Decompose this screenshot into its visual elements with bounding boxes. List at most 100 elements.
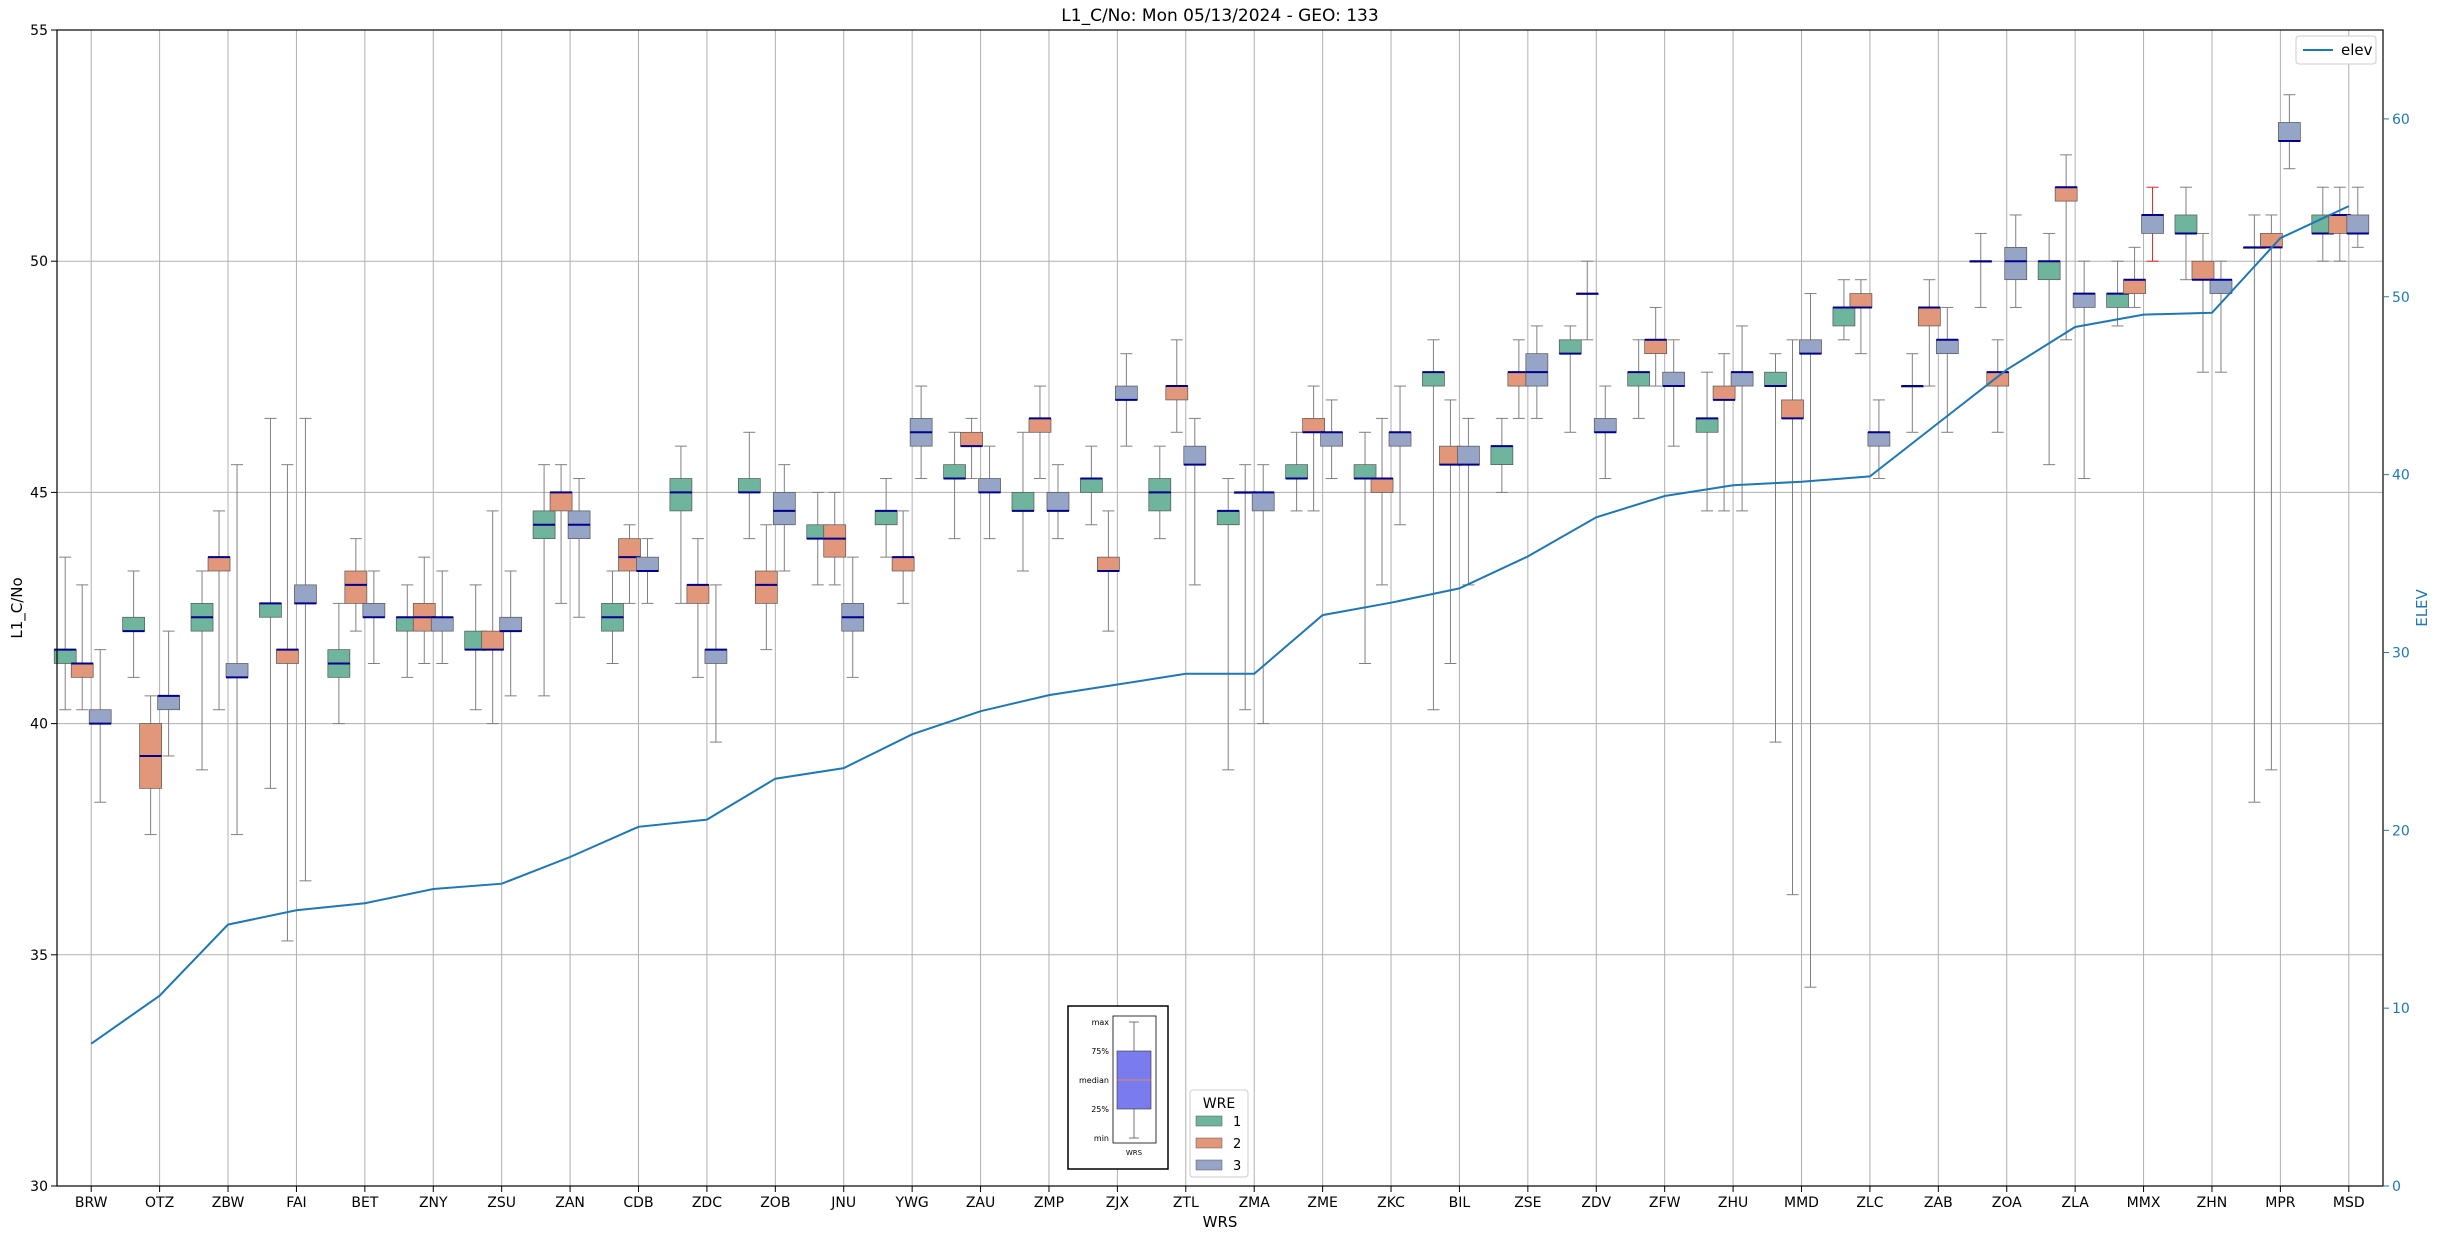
wre-legend: WRE 1 2 3 <box>1189 1089 1249 1178</box>
x-tick-label: ZFW <box>1649 1195 1681 1211</box>
box-iqr <box>1165 385 1189 401</box>
box-iqr <box>1285 464 1308 479</box>
box-key-inner-frame <box>1112 1015 1157 1144</box>
box-iqr <box>157 695 180 711</box>
box-iqr <box>2054 186 2078 202</box>
box-iqr <box>943 464 966 479</box>
box-iqr <box>2191 260 2215 281</box>
y2-tick-label: 0 <box>2392 1179 2401 1195</box>
box-iqr <box>1627 371 1651 387</box>
box-iqr <box>1457 445 1480 466</box>
x-tick-label: ZSU <box>487 1195 516 1211</box>
box-iqr <box>2037 260 2061 281</box>
wre-legend-label-3: 3 <box>1233 1159 1241 1174</box>
x-tick-label: ZHU <box>1718 1195 1748 1211</box>
wre-legend-swatch-3 <box>1195 1159 1223 1171</box>
x-tick-label: ZME <box>1307 1195 1338 1211</box>
box-iqr <box>1799 339 1822 355</box>
box-iqr <box>549 492 573 512</box>
box-iqr <box>1935 339 1959 355</box>
y2-tick-label: 10 <box>2392 1001 2410 1017</box>
box-iqr <box>1148 478 1172 512</box>
x-tick-label: OTZ <box>145 1195 174 1211</box>
box-iqr <box>1490 445 1514 466</box>
box-iqr <box>481 630 505 650</box>
box-iqr <box>1183 445 1207 466</box>
box-iqr <box>1388 431 1412 447</box>
box-iqr <box>1695 418 1719 433</box>
y-tick-label: 45 <box>30 485 48 501</box>
box-iqr <box>1115 385 1138 401</box>
elev-line <box>90 205 2350 1045</box>
y2-tick-label: 60 <box>2392 112 2410 128</box>
x-tick-label: ZLA <box>2061 1195 2089 1211</box>
box-iqr <box>2072 293 2096 308</box>
x-tick-label: MMX <box>2127 1195 2161 1211</box>
box-iqr <box>1764 371 1787 387</box>
y-tick-label: 35 <box>30 948 48 964</box>
box-iqr <box>2123 279 2146 294</box>
box-iqr <box>1644 339 1668 355</box>
box-iqr <box>122 616 145 632</box>
x-tick-label: ZBW <box>212 1195 245 1211</box>
box-iqr <box>704 649 728 664</box>
box-iqr <box>1251 492 1275 512</box>
box-iqr <box>1525 353 1549 387</box>
box-iqr <box>2346 214 2370 234</box>
box-iqr <box>636 556 659 572</box>
x-tick-label: YWG <box>895 1195 929 1211</box>
box-iqr <box>2278 122 2301 142</box>
x-tick-label: BRW <box>75 1195 108 1211</box>
box-iqr <box>618 538 641 572</box>
y2-tick-label: 50 <box>2392 290 2410 306</box>
x-tick-label: ZSE <box>1514 1195 1541 1211</box>
y-tick-label: 50 <box>30 254 48 270</box>
x-tick-label: ZDC <box>692 1195 722 1211</box>
box-iqr <box>294 584 317 604</box>
wre-legend-label-2: 2 <box>1233 1137 1241 1152</box>
box-iqr <box>430 616 454 632</box>
box-key-xlabel: WRS <box>1126 1149 1143 1157</box>
box-iqr <box>978 478 1001 493</box>
chart-title: L1_C/No: Mon 05/13/2024 - GEO: 133 <box>1061 6 1378 26</box>
x-tick-label: CDB <box>623 1195 653 1211</box>
box-iqr <box>1046 492 1070 512</box>
box-iqr <box>1080 478 1103 493</box>
x-axis-label: WRS <box>1203 1213 1238 1231</box>
box-iqr <box>960 431 983 447</box>
x-tick-label: ZMP <box>1034 1195 1064 1211</box>
box-key-label-min: min <box>1094 1134 1109 1143</box>
wre-legend-swatch-1 <box>1195 1115 1223 1127</box>
x-tick-label: MSD <box>2333 1195 2365 1211</box>
box-iqr <box>344 570 368 604</box>
y2-axis-label: ELEV <box>2413 588 2431 626</box>
box-iqr <box>2004 246 2028 281</box>
box-key-inset: max 75% median 25% min WRS <box>1067 1005 1169 1170</box>
box-iqr <box>2174 214 2198 234</box>
box-iqr <box>1353 464 1377 479</box>
box-iqr <box>499 616 523 632</box>
wre-legend-title: WRE <box>1203 1096 1235 1112</box>
x-tick-label: ZAU <box>966 1195 995 1211</box>
box-iqr <box>1781 399 1804 419</box>
x-tick-label: MPR <box>2265 1195 2296 1211</box>
x-tick-label: ZLC <box>1856 1195 1883 1211</box>
x-tick-label: ZKC <box>1377 1195 1405 1211</box>
x-tick-label: ZTL <box>1173 1195 1199 1211</box>
elev-legend: elev <box>2295 35 2377 65</box>
box-iqr <box>1730 371 1754 387</box>
box-iqr <box>1986 371 2010 387</box>
box-iqr <box>1011 492 1035 512</box>
box-plots <box>53 94 2370 988</box>
box-iqr <box>772 492 796 526</box>
box-key-label-max: max <box>1092 1018 1110 1027</box>
box-iqr <box>1422 371 1445 387</box>
box-iqr <box>1370 478 1394 493</box>
x-tick-label: ZNY <box>419 1195 448 1211</box>
box-iqr <box>737 478 761 493</box>
x-tick-label: ZHN <box>2197 1195 2228 1211</box>
box-iqr <box>1712 385 1736 401</box>
box-iqr <box>276 649 299 664</box>
y-axis-label: L1_C/No <box>8 577 27 638</box>
